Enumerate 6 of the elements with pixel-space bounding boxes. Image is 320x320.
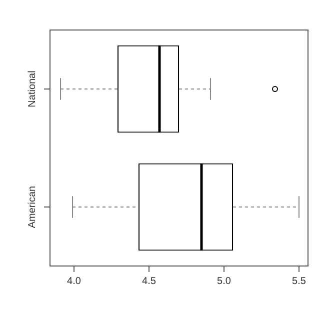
x-tick-label: 4.0 [67,276,82,287]
x-tick-label: 5.5 [292,276,306,287]
x-tick-label: 5.0 [217,276,232,287]
x-tick-label: 4.5 [142,276,156,287]
y-tick-label: American [26,186,38,228]
y-tick-label: National [26,70,38,108]
